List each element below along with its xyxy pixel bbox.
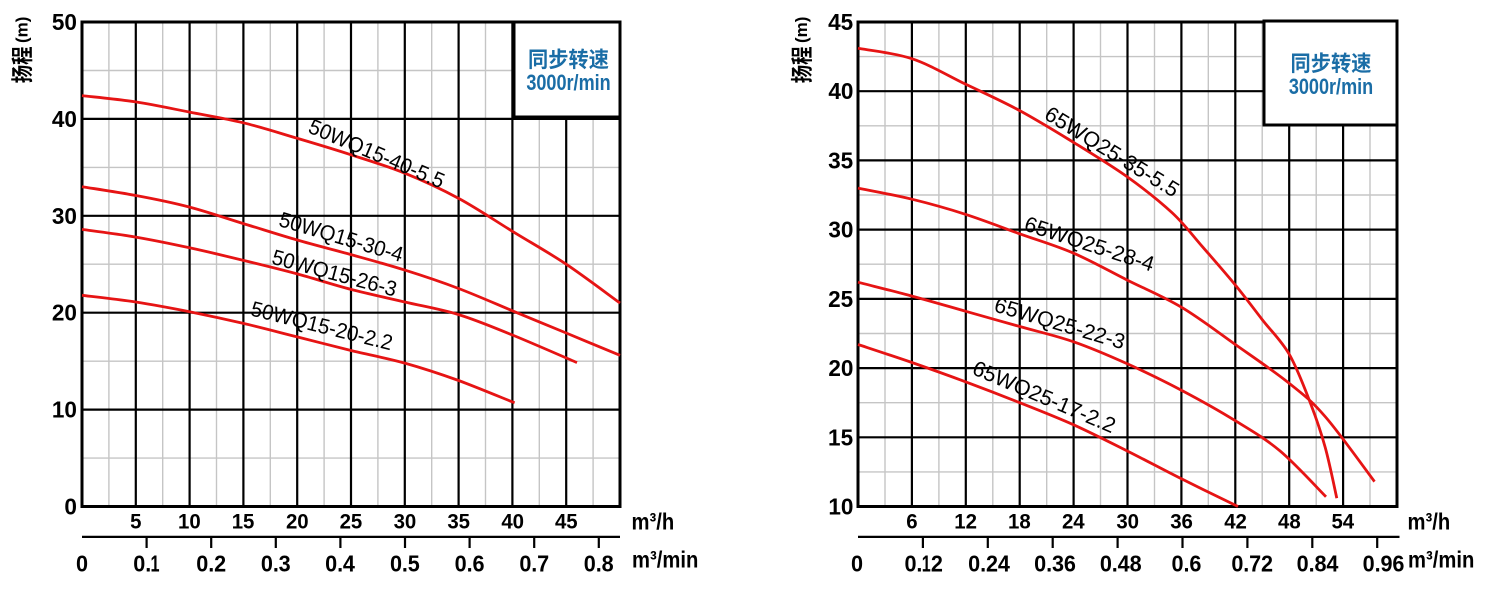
svg-text:30: 30 [1116,510,1139,534]
svg-text:54: 54 [1332,510,1355,534]
svg-text:0.: 0. [904,551,922,577]
svg-text:40: 40 [52,105,77,132]
svg-text:1: 1 [922,552,931,578]
svg-text:0.36: 0.36 [1034,551,1076,577]
svg-text:0: 0 [76,551,88,577]
svg-text:50: 50 [52,9,77,36]
svg-text:6: 6 [906,510,917,534]
svg-text:24: 24 [1062,510,1085,534]
svg-text:30: 30 [828,216,853,243]
svg-text:48: 48 [1278,510,1301,534]
svg-text:20: 20 [828,355,853,382]
svg-text:35: 35 [447,510,470,534]
svg-text:20: 20 [286,510,309,534]
svg-text:m³/h: m³/h [632,508,675,535]
svg-text:2: 2 [931,551,943,577]
svg-text:0.96: 0.96 [1363,551,1405,577]
svg-text:m³/h: m³/h [1408,508,1451,535]
svg-text:0.: 0. [133,551,151,577]
svg-text:0.3: 0.3 [261,551,291,577]
svg-text:36: 36 [1170,510,1193,534]
svg-text:m³/min: m³/min [1408,546,1474,573]
svg-text:m³/min: m³/min [632,546,698,573]
svg-text:40: 40 [501,510,524,534]
svg-text:0.24: 0.24 [968,551,1010,577]
svg-text:30: 30 [394,510,417,534]
svg-text:15: 15 [232,510,255,534]
svg-text:3000r/min: 3000r/min [1289,74,1373,99]
svg-text:0.8: 0.8 [584,551,614,577]
svg-text:45: 45 [555,510,578,534]
svg-text:10: 10 [828,493,853,520]
svg-text:0.6: 0.6 [455,551,485,577]
svg-text:42: 42 [1224,510,1247,534]
svg-text:25: 25 [340,510,363,534]
svg-text:0: 0 [64,493,77,520]
svg-text:45: 45 [828,9,853,36]
svg-text:10: 10 [52,396,77,423]
svg-text:30: 30 [52,202,77,229]
svg-text:0.6: 0.6 [1172,551,1202,577]
svg-text:(m): (m) [792,17,811,43]
svg-text:0.48: 0.48 [1100,551,1142,577]
svg-text:0.4: 0.4 [325,551,355,577]
svg-text:0: 0 [851,551,863,577]
svg-text:20: 20 [52,299,77,326]
svg-text:12: 12 [954,510,977,534]
svg-text:0.7: 0.7 [519,551,549,577]
svg-text:5: 5 [130,510,142,534]
svg-text:0.5: 0.5 [390,551,420,577]
svg-text:0.72: 0.72 [1231,551,1273,577]
svg-text:0.84: 0.84 [1297,551,1339,577]
svg-text:18: 18 [1008,510,1031,534]
svg-text:1: 1 [151,552,160,578]
svg-text:25: 25 [828,285,853,312]
svg-text:3000r/min: 3000r/min [526,70,610,95]
svg-text:15: 15 [828,424,853,451]
svg-text:40: 40 [828,78,853,105]
svg-text:10: 10 [178,510,201,534]
svg-text:35: 35 [828,147,853,174]
svg-text:(m): (m) [12,17,31,43]
svg-text:0.2: 0.2 [196,551,226,577]
